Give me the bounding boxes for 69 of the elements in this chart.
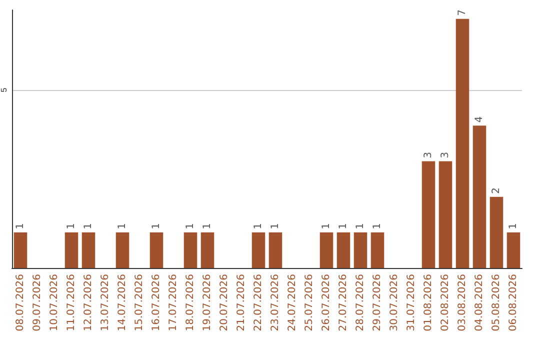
bar xyxy=(506,232,520,268)
x-tick-label: 01.08.2026 xyxy=(423,274,434,332)
data-label: 3 xyxy=(423,152,434,158)
x-tick-label: 09.07.2026 xyxy=(32,274,43,332)
bar xyxy=(438,161,452,268)
data-label: 1 xyxy=(185,223,196,230)
x-tick-label: 29.07.2026 xyxy=(372,274,383,332)
x-tick-label: 27.07.2026 xyxy=(338,274,349,332)
bar xyxy=(150,232,164,268)
x-tick-label: 30.07.2026 xyxy=(389,274,400,332)
x-tick-label: 03.08.2026 xyxy=(457,274,468,332)
bar xyxy=(184,232,198,268)
x-tick-label: 17.07.2026 xyxy=(168,274,179,332)
bar xyxy=(116,232,130,268)
x-tick-label: 05.08.2026 xyxy=(491,274,502,332)
x-tick-label: 11.07.2026 xyxy=(66,274,77,332)
data-label: 1 xyxy=(372,223,383,230)
x-tick-label: 24.07.2026 xyxy=(287,274,298,332)
data-label: 1 xyxy=(355,223,366,230)
bar xyxy=(252,232,266,268)
x-tick-label: 28.07.2026 xyxy=(355,274,366,332)
y-tick-label: 5 xyxy=(0,87,8,92)
x-tick-label: 16.07.2026 xyxy=(151,274,162,332)
data-label: 1 xyxy=(15,223,26,230)
bar xyxy=(200,232,214,268)
x-tick-label: 04.08.2026 xyxy=(474,274,485,332)
data-label: 1 xyxy=(253,223,264,230)
data-label: 4 xyxy=(474,116,485,123)
x-tick-label: 20.07.2026 xyxy=(219,274,230,332)
data-label: 1 xyxy=(83,223,94,230)
data-label: 1 xyxy=(270,223,281,230)
bar xyxy=(456,18,470,268)
data-label: 1 xyxy=(151,223,162,230)
data-label: 2 xyxy=(491,187,502,194)
data-label: 1 xyxy=(202,223,213,230)
x-tick-label: 02.08.2026 xyxy=(440,274,451,332)
data-label: 7 xyxy=(457,10,468,16)
data-label: 1 xyxy=(338,223,349,230)
bar xyxy=(472,126,486,268)
data-label: 1 xyxy=(66,223,77,230)
x-tick-label: 23.07.2026 xyxy=(270,274,281,332)
x-tick-label: 21.07.2026 xyxy=(236,274,247,332)
x-tick-label: 31.07.2026 xyxy=(406,274,417,332)
bar xyxy=(370,232,384,268)
bar xyxy=(336,232,350,268)
x-tick-label: 12.07.2026 xyxy=(83,274,94,332)
x-tick-label: 18.07.2026 xyxy=(185,274,196,332)
data-label: 1 xyxy=(508,223,519,230)
data-label: 3 xyxy=(440,152,451,158)
x-tick-label: 26.07.2026 xyxy=(321,274,332,332)
data-label: 1 xyxy=(117,223,128,230)
x-tick-label: 06.08.2026 xyxy=(508,274,519,332)
x-tick-label: 13.07.2026 xyxy=(100,274,111,332)
x-tick-label: 10.07.2026 xyxy=(49,274,60,332)
bar xyxy=(14,232,28,268)
x-tick-label: 25.07.2026 xyxy=(304,274,315,332)
x-tick-label: 22.07.2026 xyxy=(253,274,264,332)
x-tick-label: 15.07.2026 xyxy=(134,274,145,332)
bar xyxy=(490,196,504,268)
bar xyxy=(268,232,282,268)
bar xyxy=(422,161,436,268)
bar xyxy=(354,232,368,268)
data-label: 1 xyxy=(321,223,332,230)
bar xyxy=(82,232,96,268)
x-tick-label: 19.07.2026 xyxy=(202,274,213,332)
x-tick-label: 14.07.2026 xyxy=(117,274,128,332)
x-tick-label: 08.07.2026 xyxy=(15,274,26,332)
bar xyxy=(320,232,334,268)
bar xyxy=(64,232,78,268)
